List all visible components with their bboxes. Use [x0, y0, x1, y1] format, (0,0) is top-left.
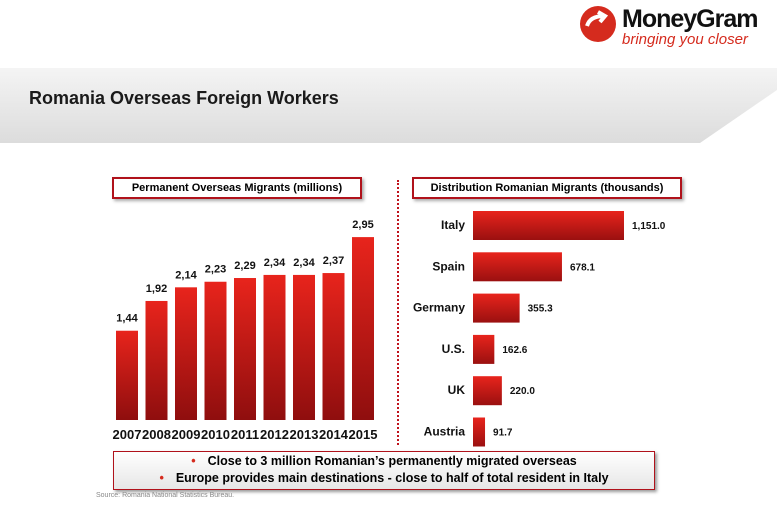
source-note: Source: Romania National Statistics Bure…	[96, 492, 235, 499]
bar-value-label: 678.1	[570, 262, 595, 273]
x-tick-label: 2015	[349, 427, 378, 442]
category-label: Spain	[432, 259, 465, 273]
x-tick-label: 2009	[172, 427, 201, 442]
bar-value-label: 220.0	[510, 386, 535, 397]
bar-2014	[322, 273, 345, 420]
bar-U.S.	[473, 334, 495, 364]
category-label: U.S.	[442, 342, 465, 356]
bar-Italy	[473, 211, 624, 240]
logo-tagline: bringing you closer	[622, 31, 748, 48]
x-tick-label: 2008	[142, 427, 171, 442]
bar-value-label: 1,151.0	[632, 221, 666, 232]
bar-value-label: 355.3	[528, 304, 553, 315]
bar-value-label: 162.6	[502, 345, 527, 356]
bar-value-label: 1,44	[116, 313, 138, 325]
x-tick-label: 2010	[201, 427, 230, 442]
bar-value-label: 2,34	[264, 257, 286, 269]
x-tick-label: 2007	[113, 427, 142, 442]
bar-value-label: 2,14	[175, 269, 197, 281]
header-band	[0, 68, 777, 143]
category-label: Germany	[413, 301, 465, 315]
bar-2009	[175, 287, 197, 420]
note-1: • Close to 3 million Romanian’s permanent…	[191, 454, 577, 468]
x-tick-label: 2012	[260, 427, 289, 442]
page-title: Romania Overseas Foreign Workers	[29, 88, 339, 108]
category-label: Italy	[441, 218, 465, 232]
bar-2008	[145, 300, 168, 420]
bar-2007	[116, 330, 138, 420]
moneygram-logo: MoneyGram bringing you closer	[578, 4, 768, 48]
note-2: • Europe provides main destinations - clo…	[159, 471, 609, 485]
bar-value-label: 2,95	[352, 219, 373, 231]
bar-value-label: 2,23	[205, 264, 226, 276]
key-findings-box: • Close to 3 million Romanian’s permanent…	[113, 451, 655, 490]
bar-2015	[352, 237, 374, 420]
bar-value-label: 2,29	[234, 260, 255, 272]
bar-2012	[263, 274, 286, 420]
bar-value-label: 2,37	[323, 255, 344, 267]
x-tick-label: 2014	[319, 427, 349, 442]
logo-name: MoneyGram	[622, 5, 758, 33]
bar-value-label: 2,34	[293, 257, 315, 269]
category-label: UK	[448, 383, 466, 397]
bar-Germany	[473, 293, 520, 323]
x-tick-label: 2011	[231, 427, 259, 442]
right-chart-title: Distribution Romanian Migrants (thousand…	[412, 177, 682, 199]
moneygram-arrow-icon	[580, 6, 616, 42]
left-chart-title: Permanent Overseas Migrants (millions)	[112, 177, 362, 199]
bar-value-label: 91.7	[493, 428, 513, 439]
category-label: Austria	[424, 425, 466, 439]
x-tick-label: 2013	[290, 427, 319, 442]
bar-value-label: 1,92	[146, 283, 167, 295]
divider	[397, 180, 399, 445]
bar-2013	[293, 274, 315, 420]
bar-Austria	[473, 417, 486, 447]
bar-UK	[473, 376, 502, 406]
bar-2010	[204, 281, 227, 420]
bar-Spain	[473, 252, 562, 282]
bar-2011	[234, 278, 256, 420]
